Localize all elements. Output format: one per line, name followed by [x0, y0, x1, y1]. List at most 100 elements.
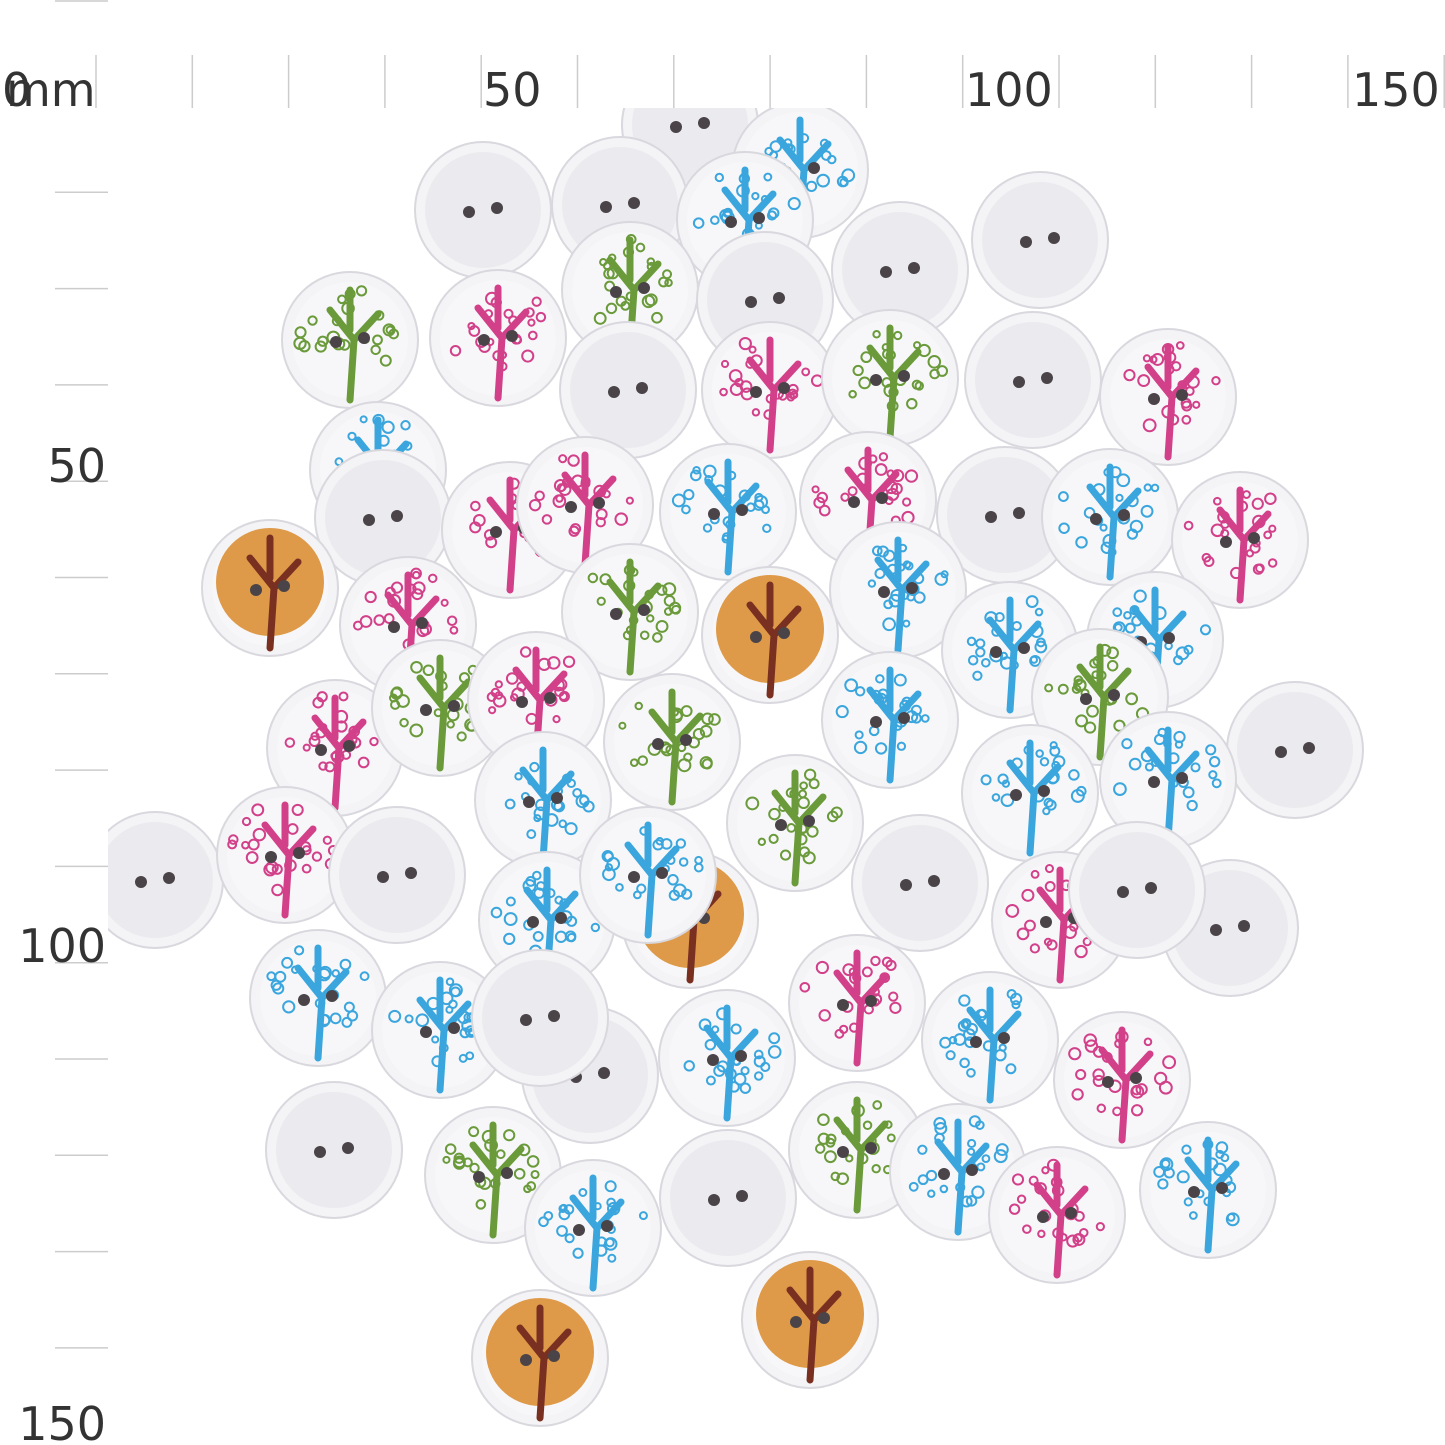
button: [831, 201, 969, 339]
leaf: [787, 196, 801, 211]
leaf: [596, 596, 606, 606]
hole: [1148, 393, 1160, 405]
button: [579, 806, 717, 944]
leaf: [945, 1050, 956, 1061]
leaf: [554, 930, 568, 943]
leaf: [247, 838, 260, 851]
button: [603, 673, 741, 811]
button: [474, 731, 612, 869]
leaf: [1006, 989, 1017, 1000]
leaf: [1130, 1104, 1144, 1117]
leaf: [671, 604, 682, 615]
leaf: [1236, 500, 1249, 512]
leaf: [308, 735, 321, 748]
leaf: [906, 397, 918, 410]
leaf: [1029, 943, 1041, 954]
leaf: [427, 573, 438, 584]
leaf: [377, 434, 390, 447]
leaf: [372, 334, 383, 346]
leaf: [468, 1126, 480, 1138]
leaf: [689, 469, 702, 482]
leaf: [1075, 536, 1088, 549]
leaf: [1039, 757, 1050, 767]
leaf: [795, 822, 808, 835]
leaf: [868, 454, 878, 464]
hole: [656, 867, 668, 879]
leaf: [692, 217, 705, 229]
leaf: [1267, 558, 1278, 568]
hole: [753, 212, 765, 224]
leaf: [705, 1075, 716, 1086]
leaf: [656, 584, 668, 596]
leaf: [940, 570, 949, 579]
leaf: [917, 1174, 929, 1186]
leaf: [1186, 799, 1198, 812]
leaf: [934, 1121, 948, 1135]
leaf: [887, 563, 899, 575]
leaf: [1083, 507, 1096, 519]
leaf: [606, 267, 619, 280]
leaf: [953, 1033, 967, 1046]
leaf: [1092, 1068, 1105, 1081]
leaf: [848, 1022, 860, 1033]
hole: [1248, 532, 1260, 544]
leaf: [1225, 1212, 1240, 1227]
hole: [342, 1142, 354, 1154]
button: [524, 1159, 662, 1297]
leaf: [1126, 494, 1139, 508]
hole: [548, 1350, 560, 1362]
leaf: [489, 1178, 501, 1189]
button-face: [339, 817, 455, 933]
leaf: [450, 986, 461, 998]
leaf: [544, 813, 559, 827]
leaf: [858, 376, 871, 390]
leaf: [318, 965, 332, 980]
leaf: [228, 834, 239, 845]
leaf: [528, 498, 542, 512]
leaf: [604, 280, 616, 292]
leaf: [1133, 589, 1147, 603]
hole: [1117, 886, 1129, 898]
leaf: [1073, 678, 1087, 692]
hole: [865, 995, 877, 1007]
leaf: [343, 1001, 355, 1013]
leaf: [382, 323, 396, 337]
trunk: [416, 976, 472, 1094]
leaf: [527, 318, 536, 327]
hole: [636, 382, 648, 394]
leaf: [871, 1164, 881, 1174]
leaf: [290, 965, 300, 975]
leaf: [526, 1155, 540, 1168]
hole: [523, 796, 535, 808]
leaf: [847, 486, 858, 497]
leaf: [538, 1216, 549, 1228]
leaf: [272, 982, 285, 995]
leaf: [245, 851, 259, 864]
leaf: [839, 1024, 849, 1034]
hole: [638, 604, 650, 616]
leaf: [806, 825, 819, 838]
leaf: [1005, 1063, 1017, 1075]
leaf: [602, 489, 611, 499]
leaf: [357, 756, 370, 769]
leaf: [872, 330, 881, 339]
leaf: [1217, 510, 1230, 524]
leaf: [266, 971, 277, 982]
hole: [1176, 772, 1188, 784]
leaf: [535, 311, 547, 323]
leaf: [1192, 400, 1201, 409]
leaf: [704, 474, 714, 485]
leaf: [966, 636, 977, 647]
leaf: [1264, 492, 1277, 505]
leaf: [1101, 1051, 1113, 1063]
leaf: [1202, 1138, 1214, 1150]
hole: [750, 386, 762, 398]
leaf: [318, 722, 328, 732]
leaf: [1183, 1197, 1193, 1207]
leaf: [625, 625, 636, 636]
leaf: [533, 814, 542, 823]
leaf: [1001, 779, 1011, 788]
button: [471, 949, 609, 1087]
leaf: [490, 296, 502, 309]
leaf: [1095, 1222, 1105, 1232]
